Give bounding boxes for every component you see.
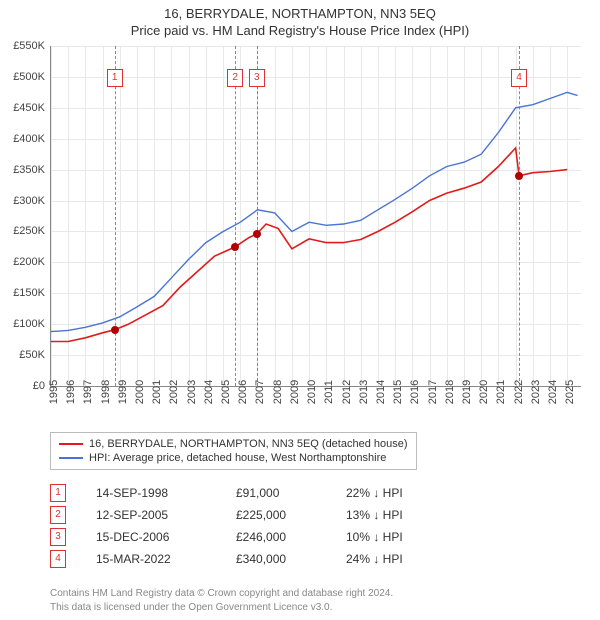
legend-item: 16, BERRYDALE, NORTHAMPTON, NN3 5EQ (det… bbox=[59, 437, 408, 451]
legend-label: 16, BERRYDALE, NORTHAMPTON, NN3 5EQ (det… bbox=[89, 438, 408, 450]
y-axis-label: £350K bbox=[0, 164, 45, 176]
sales-row: 1 14-SEP-1998£91,00022% ↓ HPI bbox=[50, 482, 446, 504]
footer-line: Contains HM Land Registry data © Crown c… bbox=[50, 587, 393, 601]
sale-marker-box: 2 bbox=[227, 69, 243, 87]
sales-price: £246,000 bbox=[236, 530, 346, 544]
y-axis-label: £550K bbox=[0, 40, 45, 52]
plot-area: 1 23 4 bbox=[50, 46, 581, 387]
sales-price: £225,000 bbox=[236, 508, 346, 522]
sale-marker-dot bbox=[253, 230, 261, 238]
sales-date: 15-DEC-2006 bbox=[96, 530, 236, 544]
sales-row: 4 15-MAR-2022£340,00024% ↓ HPI bbox=[50, 548, 446, 570]
legend-swatch bbox=[59, 457, 83, 459]
legend-item: HPI: Average price, detached house, West… bbox=[59, 451, 408, 465]
sales-delta: 10% ↓ HPI bbox=[346, 530, 446, 544]
sale-marker-dot bbox=[231, 243, 239, 251]
sales-index-box: 2 bbox=[50, 506, 66, 524]
sale-marker-dot bbox=[515, 172, 523, 180]
y-axis-label: £150K bbox=[0, 287, 45, 299]
y-axis-label: £400K bbox=[0, 133, 45, 145]
y-axis-label: £450K bbox=[0, 102, 45, 114]
sale-marker-box: 4 bbox=[511, 69, 527, 87]
y-axis-label: £250K bbox=[0, 225, 45, 237]
sales-index-box: 4 bbox=[50, 550, 66, 568]
legend-label: HPI: Average price, detached house, West… bbox=[89, 452, 386, 464]
sales-index-box: 1 bbox=[50, 484, 66, 502]
y-axis-label: £50K bbox=[0, 349, 45, 361]
y-axis-label: £200K bbox=[0, 256, 45, 268]
chart-title: 16, BERRYDALE, NORTHAMPTON, NN3 5EQ bbox=[0, 0, 600, 21]
sales-date: 14-SEP-1998 bbox=[96, 486, 236, 500]
sales-date: 12-SEP-2005 bbox=[96, 508, 236, 522]
footer-line: This data is licensed under the Open Gov… bbox=[50, 601, 393, 615]
sales-date: 15-MAR-2022 bbox=[96, 552, 236, 566]
sales-table: 1 14-SEP-1998£91,00022% ↓ HPI 2 12-SEP-2005… bbox=[50, 482, 446, 570]
y-axis-label: £0 bbox=[0, 380, 45, 392]
y-axis-label: £300K bbox=[0, 195, 45, 207]
y-axis-label: £100K bbox=[0, 318, 45, 330]
footer-attribution: Contains HM Land Registry data © Crown c… bbox=[50, 587, 393, 614]
sale-marker-box: 3 bbox=[249, 69, 265, 87]
chart-subtitle: Price paid vs. HM Land Registry's House … bbox=[0, 21, 600, 42]
sales-row: 3 15-DEC-2006£246,00010% ↓ HPI bbox=[50, 526, 446, 548]
chart-container: 16, BERRYDALE, NORTHAMPTON, NN3 5EQ Pric… bbox=[0, 0, 600, 620]
sales-delta: 13% ↓ HPI bbox=[346, 508, 446, 522]
sales-index-box: 3 bbox=[50, 528, 66, 546]
series-hpi bbox=[51, 92, 578, 331]
legend: 16, BERRYDALE, NORTHAMPTON, NN3 5EQ (det… bbox=[50, 432, 417, 470]
legend-swatch bbox=[59, 443, 83, 445]
sales-row: 2 12-SEP-2005£225,00013% ↓ HPI bbox=[50, 504, 446, 526]
sales-delta: 24% ↓ HPI bbox=[346, 552, 446, 566]
y-axis-label: £500K bbox=[0, 71, 45, 83]
sales-price: £91,000 bbox=[236, 486, 346, 500]
sales-delta: 22% ↓ HPI bbox=[346, 486, 446, 500]
line-layer bbox=[51, 46, 581, 386]
sale-marker-box: 1 bbox=[107, 69, 123, 87]
sale-marker-dot bbox=[111, 326, 119, 334]
sales-price: £340,000 bbox=[236, 552, 346, 566]
